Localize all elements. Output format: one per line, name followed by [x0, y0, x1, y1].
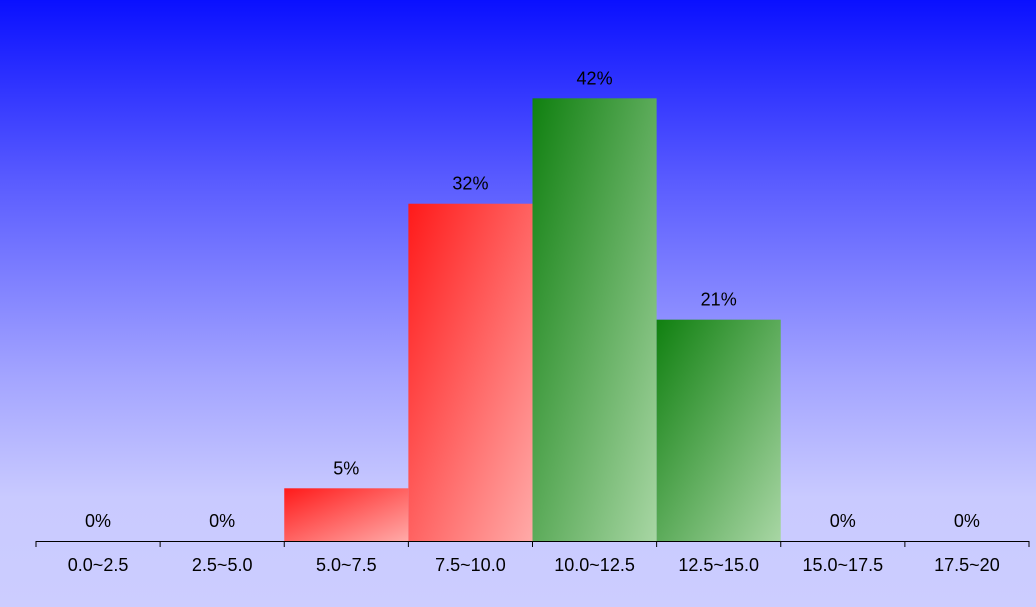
- bar-4: [532, 98, 657, 541]
- x-tick-label-0: 0.0~2.5: [68, 555, 129, 575]
- value-label-4: 42%: [577, 68, 613, 88]
- x-tick-label-7: 17.5~20: [934, 555, 1000, 575]
- bar-5: [656, 319, 781, 541]
- x-tick-label-1: 2.5~5.0: [192, 555, 253, 575]
- x-tick-label-3: 7.5~10.0: [435, 555, 506, 575]
- value-label-5: 21%: [701, 290, 737, 310]
- value-label-7: 0%: [954, 511, 980, 531]
- value-label-6: 0%: [830, 511, 856, 531]
- x-axis-ticks: [35, 541, 1030, 547]
- value-label-2: 5%: [333, 458, 359, 478]
- x-tick-label-2: 5.0~7.5: [316, 555, 377, 575]
- x-tick-label-4: 10.0~12.5: [554, 555, 635, 575]
- x-tick-label-6: 15.0~17.5: [803, 555, 884, 575]
- x-axis-tick-labels: 0.0~2.5 2.5~5.0 5.0~7.5 7.5~10.0 10.0~12.5 12…: [68, 555, 1000, 575]
- bar-3: [408, 203, 533, 541]
- x-tick-label-5: 12.5~15.0: [678, 555, 759, 575]
- value-label-0: 0%: [85, 511, 111, 531]
- bars-group: [284, 98, 781, 541]
- value-label-3: 32%: [452, 174, 488, 194]
- value-label-1: 0%: [209, 511, 235, 531]
- value-labels-group: 0% 0% 5% 32% 42% 21% 0% 0%: [85, 68, 980, 531]
- bar-2: [284, 488, 409, 541]
